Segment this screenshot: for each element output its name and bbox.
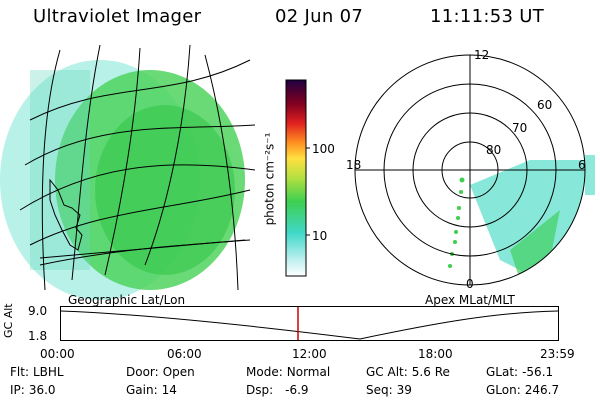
info-glon-label: GLon: xyxy=(486,383,521,397)
mlt-label-12: 12 xyxy=(474,48,490,62)
polar-mlat-mlt-panel xyxy=(354,54,595,286)
lon-line-4 xyxy=(144,44,191,266)
info-door: Door: Open xyxy=(126,365,195,379)
polar-emission-overflow xyxy=(585,155,595,195)
info-gc-alt-value: 5.6 Re xyxy=(411,365,450,379)
instrument-title: Ultraviolet Imager xyxy=(33,6,202,27)
mlt-label-6: 6 xyxy=(578,158,586,172)
altitude-ytick-9: 9.0 xyxy=(28,304,48,318)
lat-arc-4 xyxy=(29,189,251,246)
info-ip: IP: 36.0 xyxy=(10,383,56,397)
colorbar-gradient xyxy=(285,79,307,277)
info-seq-value: 39 xyxy=(396,383,412,397)
info-dsp-value: -6.9 xyxy=(285,383,309,397)
colorbar-tick-10: 10 xyxy=(312,229,328,243)
info-glat-value: -56.1 xyxy=(522,365,554,379)
mlt-label-18: 18 xyxy=(346,158,362,172)
info-mode-value: Normal xyxy=(286,365,331,379)
info-ip-label: IP: xyxy=(10,383,25,397)
polar-emission-green xyxy=(510,210,560,280)
lon-line-5 xyxy=(204,54,239,291)
info-door-label: Door: xyxy=(126,365,159,379)
altitude-strip-chart xyxy=(60,306,559,341)
date-label: 02 Jun 07 xyxy=(275,6,364,27)
emission-core xyxy=(95,105,235,275)
info-glat: GLat: -56.1 xyxy=(486,365,553,379)
left-panel-caption: Geographic Lat/Lon xyxy=(68,293,186,307)
mlat-label-80: 80 xyxy=(486,143,502,157)
lon-line-3 xyxy=(104,47,141,276)
info-seq: Seq: 39 xyxy=(366,383,412,397)
lat-line-bottom xyxy=(39,239,246,259)
info-glat-label: GLat: xyxy=(486,365,519,379)
lon-line-2 xyxy=(71,44,101,281)
info-door-value: Open xyxy=(162,365,195,379)
time-tick-0600: 06:00 xyxy=(167,347,202,361)
info-mode: Mode: Normal xyxy=(246,365,330,379)
info-ip-value: 36.0 xyxy=(28,383,56,397)
lat-arc-1 xyxy=(29,59,251,121)
coastline xyxy=(49,178,83,251)
time-tick-0000: 00:00 xyxy=(40,347,75,361)
colorbar-unit-label: photon cm⁻²s⁻¹ xyxy=(262,132,277,226)
info-dsp: Dsp: -6.9 xyxy=(246,383,309,397)
info-gc-alt-label: GC Alt: xyxy=(366,365,408,379)
mlt-label-0: 0 xyxy=(466,277,474,291)
colorbar xyxy=(285,79,310,277)
altitude-ylabel: GC Alt xyxy=(2,303,15,338)
info-gain-value: 14 xyxy=(161,383,177,397)
emission-strip xyxy=(30,70,90,270)
time-tick-2359: 23:59 xyxy=(540,347,575,361)
info-gc-alt: GC Alt: 5.6 Re xyxy=(366,365,450,379)
altitude-strip-frame xyxy=(60,306,559,341)
info-mode-label: Mode: xyxy=(246,365,283,379)
mlat-label-70: 70 xyxy=(512,121,528,135)
lon-line-1 xyxy=(41,49,61,291)
geographic-image-panel xyxy=(0,44,256,300)
info-filter-value: LBHL xyxy=(32,365,64,379)
info-glon: GLon: 246.7 xyxy=(486,383,559,397)
info-dsp-label: Dsp: xyxy=(246,383,274,397)
info-filter-label: Flt: xyxy=(10,365,29,379)
info-filter: Flt: LBHL xyxy=(10,365,64,379)
time-tick-1800: 18:00 xyxy=(418,347,453,361)
altitude-ytick-1-8: 1.8 xyxy=(28,329,48,343)
time-label: 11:11:53 UT xyxy=(430,6,545,27)
info-gain: Gain: 14 xyxy=(126,383,177,397)
info-gain-label: Gain: xyxy=(126,383,158,397)
info-seq-label: Seq: xyxy=(366,383,393,397)
mlat-label-60: 60 xyxy=(537,98,553,112)
lat-arc-2 xyxy=(24,124,256,166)
time-tick-1200: 12:00 xyxy=(292,347,327,361)
altitude-curve xyxy=(60,310,559,340)
info-glon-value: 246.7 xyxy=(524,383,560,397)
right-panel-caption: Apex MLat/MLT xyxy=(425,293,515,307)
colorbar-tick-100: 100 xyxy=(312,142,335,156)
